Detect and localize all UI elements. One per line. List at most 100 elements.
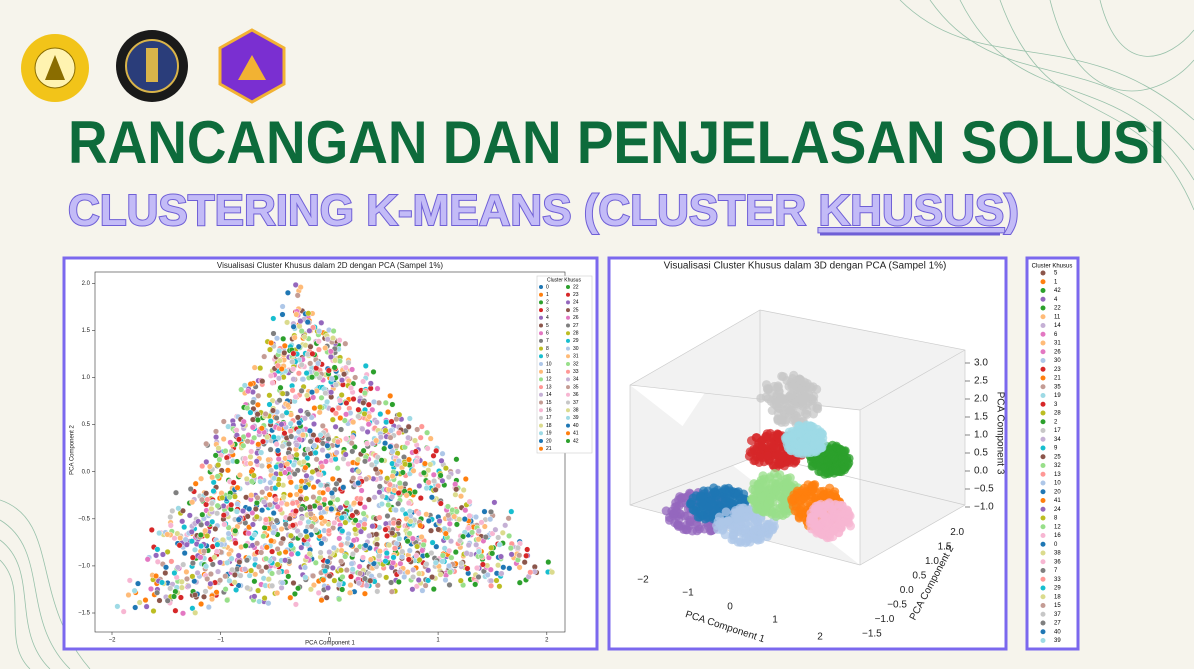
decorative-dot bbox=[798, 396, 808, 406]
decorative-dot bbox=[274, 447, 281, 454]
decorative-dot bbox=[453, 521, 460, 528]
legend-swatch bbox=[566, 377, 570, 382]
legend-swatch bbox=[1040, 288, 1046, 293]
decorative-dot bbox=[451, 513, 458, 520]
decorative-dot bbox=[252, 571, 259, 578]
decorative-dot bbox=[114, 603, 121, 610]
decorative-dot bbox=[330, 335, 337, 342]
decorative-dot bbox=[258, 568, 265, 575]
decorative-dot bbox=[309, 468, 316, 475]
decorative-dot bbox=[288, 542, 295, 549]
decorative-dot bbox=[842, 510, 852, 520]
decorative-dot bbox=[549, 569, 556, 576]
decorative-dot bbox=[343, 567, 350, 574]
decorative-dot bbox=[259, 489, 266, 496]
decorative-dot bbox=[474, 565, 481, 572]
decorative-dot bbox=[366, 413, 373, 420]
legend-label: 31 bbox=[573, 354, 579, 360]
decorative-dot bbox=[834, 500, 844, 510]
decorative-dot bbox=[376, 483, 383, 490]
decorative-dot bbox=[271, 524, 278, 531]
decorative-dot bbox=[332, 423, 339, 430]
decorative-dot bbox=[670, 502, 680, 512]
decorative-dot bbox=[437, 472, 444, 479]
decorative-dot bbox=[452, 549, 459, 556]
decorative-dot bbox=[305, 310, 312, 317]
decorative-dot bbox=[236, 472, 243, 479]
decorative-dot bbox=[254, 540, 261, 547]
decorative-dot bbox=[812, 384, 822, 394]
decorative-dot bbox=[367, 380, 374, 387]
decorative-dot bbox=[291, 471, 298, 478]
y-tick-label: 1.5 bbox=[82, 328, 91, 334]
decorative-dot bbox=[309, 389, 316, 396]
decorative-dot bbox=[270, 510, 277, 517]
decorative-dot bbox=[211, 554, 218, 561]
decorative-dot bbox=[376, 514, 383, 521]
decorative-dot bbox=[225, 530, 232, 537]
decorative-dot bbox=[396, 411, 403, 418]
legend-label: 25 bbox=[1054, 454, 1061, 460]
decorative-dot bbox=[355, 456, 362, 463]
decorative-dot bbox=[516, 564, 523, 571]
decorative-dot bbox=[406, 508, 413, 515]
decorative-dot bbox=[203, 440, 210, 447]
decorative-dot bbox=[417, 495, 424, 502]
legend-swatch bbox=[1040, 515, 1046, 521]
legend-swatch bbox=[1040, 611, 1046, 617]
decorative-dot bbox=[487, 516, 494, 523]
decorative-dot bbox=[268, 467, 275, 474]
decorative-dot bbox=[331, 519, 338, 526]
decorative-dot bbox=[498, 570, 505, 577]
legend-swatch bbox=[566, 308, 570, 313]
decorative-dot bbox=[411, 489, 418, 496]
decorative-dot bbox=[278, 526, 285, 533]
decorative-dot bbox=[293, 442, 300, 449]
decorative-dot bbox=[475, 536, 482, 543]
decorative-dot bbox=[335, 438, 342, 445]
decorative-dot bbox=[769, 461, 779, 471]
decorative-dot bbox=[319, 447, 326, 454]
decorative-dot bbox=[336, 337, 343, 344]
decorative-dot bbox=[399, 469, 406, 476]
decorative-dot bbox=[349, 448, 356, 455]
decorative-dot bbox=[286, 454, 293, 461]
decorative-dot bbox=[257, 478, 264, 485]
decorative-dot bbox=[249, 424, 256, 431]
decorative-dot bbox=[188, 538, 195, 545]
legend-label: 20 bbox=[1054, 489, 1061, 495]
decorative-dot bbox=[302, 574, 309, 581]
legend-label: 18 bbox=[1054, 594, 1061, 600]
decorative-dot bbox=[297, 407, 304, 414]
decorative-dot bbox=[209, 518, 216, 525]
decorative-dot bbox=[144, 556, 151, 563]
decorative-dot bbox=[325, 367, 332, 374]
decorative-dot bbox=[838, 453, 848, 463]
legend-swatch bbox=[539, 315, 543, 320]
legend-title: Cluster Khusus bbox=[1032, 264, 1073, 270]
decorative-dot bbox=[342, 451, 349, 458]
decorative-dot bbox=[432, 486, 439, 493]
decorative-dot bbox=[328, 506, 335, 513]
chart-title: Visualisasi Cluster Khusus dalam 2D deng… bbox=[217, 261, 444, 270]
decorative-dot bbox=[311, 421, 318, 428]
decorative-dot bbox=[315, 471, 322, 478]
legend-swatch bbox=[1040, 410, 1046, 416]
decorative-dot bbox=[215, 445, 222, 452]
decorative-dot bbox=[293, 491, 300, 498]
legend-swatch bbox=[566, 400, 570, 405]
decorative-dot bbox=[414, 426, 421, 433]
decorative-dot bbox=[224, 597, 231, 604]
decorative-dot bbox=[357, 495, 364, 502]
legend-label: 7 bbox=[546, 338, 549, 344]
legend-swatch bbox=[566, 415, 570, 420]
decorative-dot bbox=[240, 418, 247, 425]
legend-label: 7 bbox=[1054, 568, 1058, 574]
decorative-dot bbox=[496, 541, 503, 548]
decorative-dot bbox=[212, 452, 219, 459]
legend-swatch bbox=[1040, 471, 1046, 477]
legend-label: 17 bbox=[546, 415, 552, 421]
decorative-dot bbox=[487, 566, 494, 573]
decorative-dot bbox=[303, 533, 310, 540]
decorative-dot bbox=[278, 540, 285, 547]
